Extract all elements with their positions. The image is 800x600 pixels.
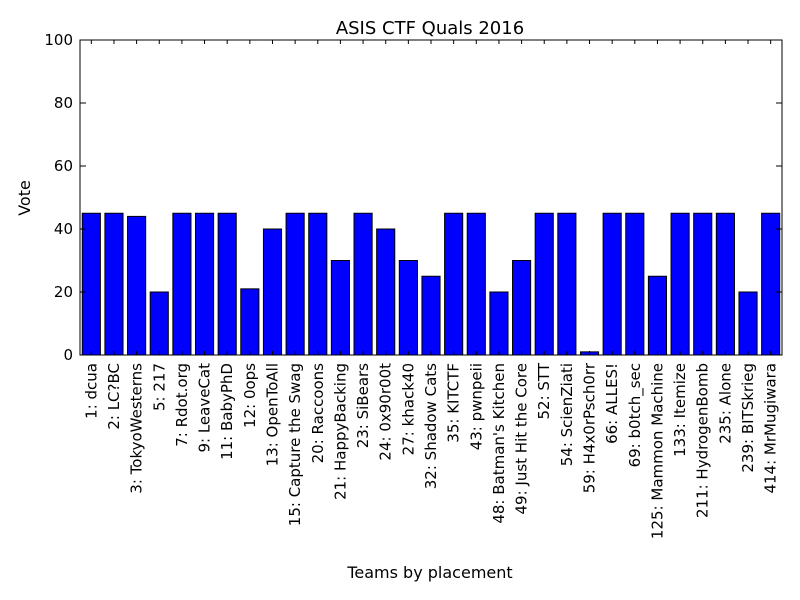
bar xyxy=(172,212,192,356)
y-tick-label: 100 xyxy=(44,31,73,49)
bar xyxy=(262,228,283,356)
x-tick-label: 11: BabyPhD xyxy=(218,363,236,460)
bar xyxy=(217,212,237,356)
y-tick-label: 80 xyxy=(54,94,73,112)
x-tick-label: 12: 0ops xyxy=(241,363,259,428)
bar xyxy=(534,212,554,356)
x-tick-label: 211: HydrogenBomb xyxy=(694,363,712,518)
x-tick-label: 7: Rdot.org xyxy=(173,363,191,447)
bar xyxy=(194,212,215,356)
y-tick-label: 60 xyxy=(54,157,73,175)
x-tick-label: 48: Batman's Kitchen xyxy=(490,363,508,524)
bar xyxy=(421,275,441,356)
bar xyxy=(602,212,622,356)
bar xyxy=(285,212,305,356)
x-tick-label: 5: 217 xyxy=(150,363,168,411)
bars-group xyxy=(81,212,781,356)
plot-frame xyxy=(79,39,783,356)
bar xyxy=(738,291,758,356)
bar xyxy=(149,291,169,356)
x-tick-label: 66: ALLES! xyxy=(603,363,621,444)
bar xyxy=(398,260,418,356)
x-ticks-group: 1: dcua 2: LC?BC 3: TokyoWesterns 5: 217 7: … xyxy=(82,40,780,539)
x-tick-label: 13: OpenToAll xyxy=(263,363,281,466)
bar xyxy=(625,212,645,356)
x-tick-label: 35: KITCTF xyxy=(445,363,463,443)
x-tick-label: 43: pwnpeii xyxy=(467,363,485,450)
chart-title: ASIS CTF Quals 2016 xyxy=(336,18,524,39)
x-tick-label: 69: b0tch_sec xyxy=(626,363,645,467)
bar xyxy=(104,212,124,356)
x-tick-label: 21: HappyBacking xyxy=(331,363,349,500)
bar xyxy=(127,215,147,356)
x-tick-label: 3: TokyoWesterns xyxy=(128,363,146,494)
bar xyxy=(466,212,486,356)
x-axis-label: Teams by placement xyxy=(346,563,512,582)
x-tick-label: 235: Alone xyxy=(716,363,734,444)
x-tick-label: 125: Mammon Machine xyxy=(648,363,666,539)
bar xyxy=(761,212,781,356)
bar xyxy=(512,260,532,356)
x-tick-label: 32: Shadow Cats xyxy=(422,363,440,489)
bar xyxy=(353,212,373,356)
x-tick-label: 49: Just Hit the Core xyxy=(513,363,531,515)
x-tick-label: 27: khack40 xyxy=(399,363,417,455)
y-ticks-group: 0 20 40 60 80 100 xyxy=(44,31,782,364)
bar xyxy=(308,212,328,356)
x-tick-label: 24: 0x90r00t xyxy=(377,363,395,461)
bar xyxy=(489,291,509,356)
x-tick-label: 23: SiBears xyxy=(354,363,372,448)
bar xyxy=(240,288,260,356)
bar xyxy=(693,212,713,356)
x-tick-label: 20: Raccoons xyxy=(309,363,327,464)
x-tick-label: 1: dcua xyxy=(82,363,100,419)
y-tick-label: 0 xyxy=(63,346,73,364)
x-tick-label: 414: MrMugiwara xyxy=(762,363,780,494)
y-axis-label: Vote xyxy=(15,180,34,216)
x-tick-label: 15: Capture the Swag xyxy=(286,363,304,526)
bar xyxy=(376,228,396,356)
y-tick-label: 40 xyxy=(54,220,73,238)
bar xyxy=(557,212,577,356)
x-tick-label: 54: ScienZiati xyxy=(558,363,576,466)
bar xyxy=(715,212,735,356)
x-tick-label: 2: LC?BC xyxy=(105,363,123,430)
x-tick-label: 9: LeaveCat xyxy=(196,363,214,453)
x-tick-label: 59: H4x0rPsch0rr xyxy=(581,362,599,493)
x-tick-label: 133: Itemize xyxy=(671,363,689,457)
bar xyxy=(81,212,101,356)
x-tick-label: 239: BITSkrieg xyxy=(739,363,757,473)
x-tick-label: 52: STT xyxy=(535,362,553,419)
bar xyxy=(647,275,668,356)
bar xyxy=(670,212,690,356)
bar xyxy=(330,260,350,356)
y-tick-label: 20 xyxy=(54,283,73,301)
bar xyxy=(444,212,464,356)
